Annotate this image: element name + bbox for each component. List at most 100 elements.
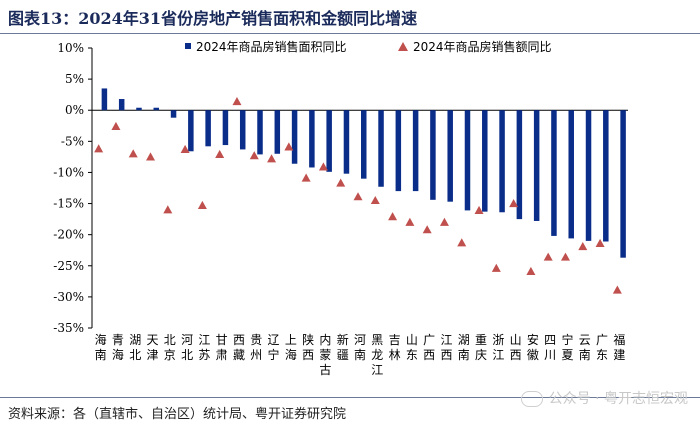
category-label: 河南 bbox=[354, 333, 366, 362]
legend-triangle-swatch bbox=[398, 42, 408, 51]
bar-area-growth bbox=[603, 110, 609, 242]
bar-area-growth bbox=[378, 110, 384, 187]
bar-area-growth bbox=[188, 110, 194, 152]
y-tick-label: 0% bbox=[65, 103, 84, 117]
category-label: 重庆 bbox=[475, 333, 487, 362]
category-label: 内蒙古 bbox=[319, 333, 331, 377]
marker-sales-growth bbox=[422, 225, 432, 234]
watermark: 公众号 · 粤开志恒宏观 bbox=[520, 388, 688, 408]
marker-sales-growth bbox=[249, 151, 259, 160]
category-label: 江西 bbox=[440, 333, 452, 362]
bar-area-growth bbox=[464, 110, 471, 211]
bar-area-growth bbox=[309, 110, 315, 168]
category-label: 四川 bbox=[544, 333, 556, 362]
y-tick-label: -35% bbox=[53, 321, 84, 335]
marker-sales-growth bbox=[388, 212, 398, 221]
bar-area-growth bbox=[482, 110, 488, 212]
category-label: 福建 bbox=[613, 332, 625, 362]
category-label: 贵州 bbox=[250, 333, 262, 362]
bar-area-growth bbox=[412, 110, 419, 192]
bar-area-growth bbox=[326, 110, 332, 172]
title-rule bbox=[0, 33, 700, 34]
y-tick-label: -30% bbox=[53, 290, 84, 304]
y-tick-label: -10% bbox=[53, 165, 84, 179]
marker-sales-growth bbox=[439, 217, 449, 226]
category-label: 广东 bbox=[596, 333, 608, 362]
marker-sales-growth bbox=[560, 252, 570, 261]
category-label: 青海 bbox=[112, 333, 124, 362]
category-label: 天津 bbox=[147, 333, 159, 362]
bar-area-growth bbox=[551, 110, 557, 236]
y-tick-label: -15% bbox=[53, 197, 84, 211]
bar-area-growth bbox=[222, 110, 229, 146]
bar-area-growth bbox=[361, 110, 367, 179]
marker-sales-growth bbox=[301, 173, 311, 182]
marker-sales-growth bbox=[509, 199, 519, 208]
marker-sales-growth bbox=[370, 195, 380, 205]
marker-sales-growth bbox=[318, 162, 328, 171]
bar-area-growth bbox=[239, 110, 246, 150]
marker-sales-growth bbox=[526, 266, 536, 275]
category-label: 上海 bbox=[285, 333, 297, 362]
category-label: 山西 bbox=[510, 333, 522, 362]
marker-sales-growth bbox=[405, 217, 415, 226]
category-label: 宁夏 bbox=[561, 332, 573, 362]
y-tick-label: -5% bbox=[61, 134, 84, 148]
category-label: 新疆 bbox=[337, 332, 349, 362]
bar-area-growth bbox=[343, 110, 350, 174]
bar-area-growth bbox=[447, 110, 453, 202]
title-bar: 图表13：2024年31省份房地产销售面积和金额同比增速 bbox=[0, 0, 700, 34]
category-label: 湖南 bbox=[458, 332, 470, 362]
source-note: 资料来源：各（直辖市、自治区）统计局、粤开证券研究院 bbox=[8, 407, 347, 422]
marker-sales-growth bbox=[267, 154, 277, 163]
legend-label-area: 2024年商品房销售面积同比 bbox=[196, 39, 347, 54]
category-label: 湖北 bbox=[129, 332, 141, 362]
category-label: 北京 bbox=[164, 333, 176, 362]
marker-sales-growth bbox=[232, 97, 242, 106]
bar-area-growth bbox=[205, 110, 211, 147]
marker-sales-growth bbox=[180, 144, 190, 154]
legend-bar-swatch bbox=[185, 43, 191, 49]
marker-sales-growth bbox=[128, 149, 138, 158]
marker-sales-growth bbox=[94, 144, 104, 153]
y-tick-label: 5% bbox=[65, 72, 84, 86]
marker-sales-growth bbox=[578, 241, 588, 251]
marker-sales-growth bbox=[146, 152, 156, 161]
y-tick-label: -20% bbox=[53, 228, 84, 242]
marker-sales-growth bbox=[353, 192, 363, 201]
category-label: 甘肃 bbox=[216, 333, 228, 362]
bar-area-growth bbox=[585, 110, 592, 241]
category-label: 浙江 bbox=[492, 333, 504, 362]
bar-area-growth bbox=[118, 99, 125, 111]
footer-rule bbox=[0, 397, 700, 398]
marker-sales-growth bbox=[197, 200, 207, 210]
category-label: 海南 bbox=[95, 332, 107, 362]
watermark-text: 公众号 · 粤开志恒宏观 bbox=[548, 391, 688, 407]
bar-area-growth bbox=[136, 107, 142, 111]
bar-area-growth bbox=[620, 110, 626, 258]
marker-sales-growth bbox=[284, 142, 294, 151]
bar-area-growth bbox=[257, 110, 263, 155]
category-label: 西藏 bbox=[233, 333, 245, 362]
category-label: 山东 bbox=[406, 333, 418, 362]
bar-area-growth bbox=[516, 110, 523, 220]
marker-sales-growth bbox=[474, 205, 484, 214]
category-label: 黑龙江 bbox=[371, 333, 383, 377]
bar-area-growth bbox=[153, 107, 160, 111]
bar-area-growth bbox=[499, 110, 505, 213]
y-tick-label: -25% bbox=[53, 259, 84, 273]
category-label: 江苏 bbox=[198, 333, 210, 362]
marker-sales-growth bbox=[111, 121, 121, 130]
bar-area-growth bbox=[568, 110, 574, 239]
y-tick-label: 10% bbox=[57, 41, 84, 55]
category-label: 河北 bbox=[181, 333, 193, 362]
marker-sales-growth bbox=[336, 178, 346, 187]
plot-area: 10% 5% 0% -5% -10% -15% -20% -25% -30% -35% 海南青海湖北… bbox=[53, 39, 628, 377]
category-label: 广西 bbox=[423, 333, 435, 362]
bar-area-growth bbox=[274, 110, 281, 154]
chart-title: 图表13：2024年31省份房地产销售面积和金额同比增速 bbox=[8, 9, 418, 28]
category-label: 云南 bbox=[579, 333, 591, 362]
bar-area-growth bbox=[533, 110, 540, 221]
category-label: 安徽 bbox=[527, 332, 539, 362]
category-label: 陕西 bbox=[302, 332, 314, 362]
